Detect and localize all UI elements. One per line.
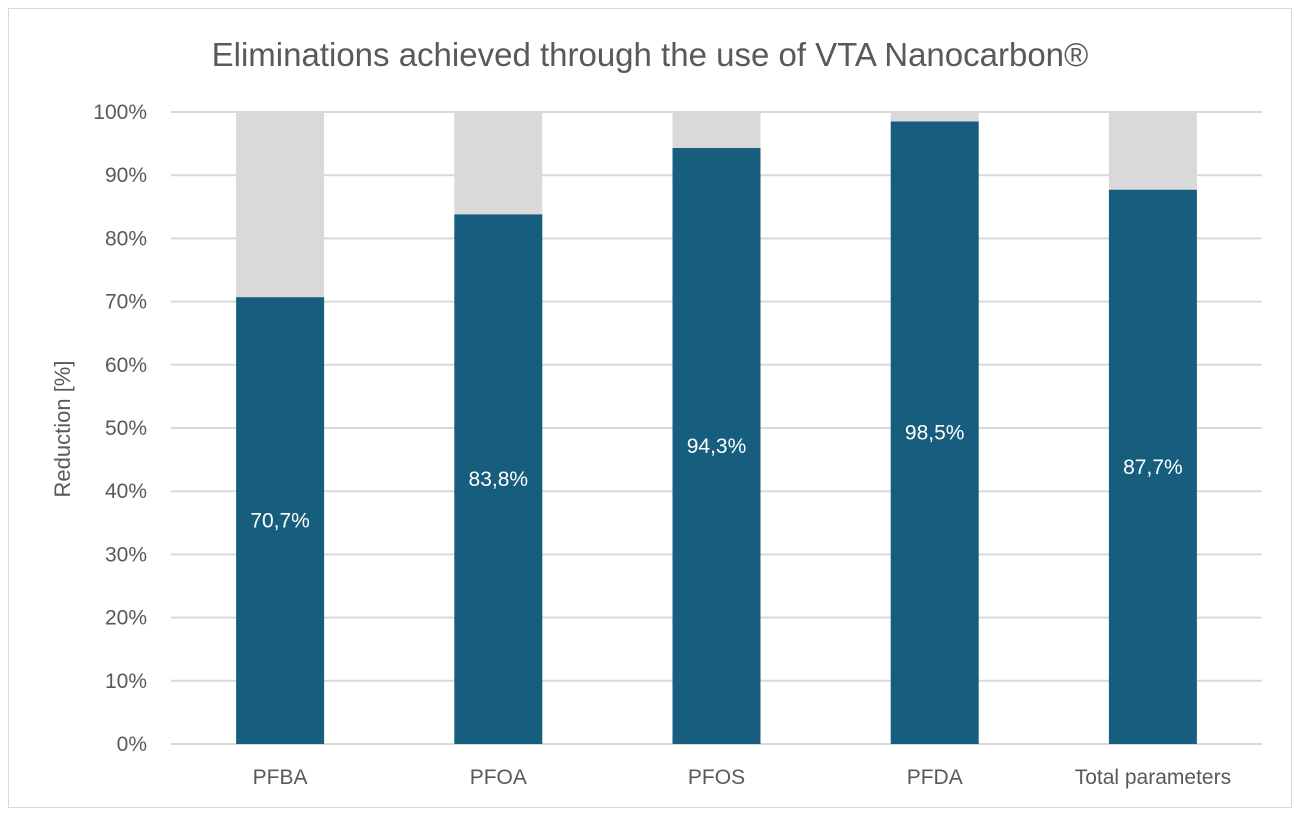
bar-reduction-pfos — [672, 148, 761, 745]
bar-remaining-pfos — [672, 112, 761, 149]
y-tick-label: 20% — [105, 607, 147, 630]
chart-frame — [8, 8, 1292, 808]
y-tick-label: 50% — [105, 417, 147, 440]
y-tick-label: 0% — [117, 733, 147, 756]
bar-reduction-total-parameters — [1108, 189, 1197, 745]
x-category-label: Total parameters — [1075, 766, 1231, 789]
data-labels: 70,7% 83,8% 94,3% 98,5% 87,7% — [250, 422, 1182, 533]
data-label: 94,3% — [687, 435, 747, 458]
x-category-label: PFBA — [253, 766, 308, 789]
bar-remaining-pfda — [890, 112, 979, 122]
y-tick-label: 90% — [105, 164, 147, 187]
y-axis-ticks: 0% 10% 20% 30% 40% 50% 60% 70% 80% 90% 100% — [93, 101, 147, 756]
y-tick-label: 80% — [105, 227, 147, 250]
x-category-label: PFDA — [907, 766, 963, 789]
x-category-label: PFOS — [688, 766, 745, 789]
y-axis-label: Reduction [%] — [50, 361, 75, 498]
y-tick-label: 70% — [105, 291, 147, 314]
x-category-label: PFOA — [470, 766, 527, 789]
y-tick-label: 10% — [105, 670, 147, 693]
chart-title: Eliminations achieved through the use of… — [212, 36, 1089, 73]
y-tick-label: 100% — [93, 101, 147, 124]
data-label: 98,5% — [905, 422, 965, 445]
x-axis-categories: PFBA PFOA PFOS PFDA Total parameters — [253, 766, 1231, 789]
bar-remaining-pfba — [236, 112, 325, 298]
y-tick-label: 60% — [105, 354, 147, 377]
bar-reduction-pfoa — [454, 214, 543, 744]
y-tick-label: 40% — [105, 480, 147, 503]
bar-reduction-pfda — [890, 121, 979, 745]
bar-reduction-pfba — [236, 297, 325, 744]
bar-remaining-total-parameters — [1108, 112, 1197, 190]
y-tick-label: 30% — [105, 543, 147, 566]
data-label: 70,7% — [250, 510, 310, 533]
bar-remaining-pfoa — [454, 112, 543, 215]
data-label: 83,8% — [469, 468, 529, 491]
data-label: 87,7% — [1123, 456, 1183, 479]
bars — [236, 112, 1197, 745]
